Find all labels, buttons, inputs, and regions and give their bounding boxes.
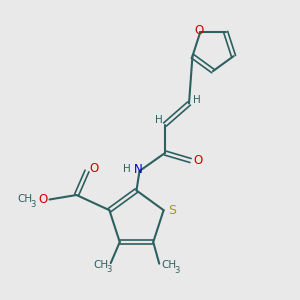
Text: CH: CH xyxy=(94,260,109,270)
Text: O: O xyxy=(194,154,202,167)
Text: CH: CH xyxy=(161,260,176,270)
Text: N: N xyxy=(134,163,142,176)
Text: H: H xyxy=(123,164,131,175)
Text: 3: 3 xyxy=(106,265,112,274)
Text: S: S xyxy=(168,204,176,217)
Text: 3: 3 xyxy=(30,200,36,209)
Text: H: H xyxy=(154,115,162,125)
Text: O: O xyxy=(90,162,99,175)
Text: O: O xyxy=(38,193,47,206)
Text: 3: 3 xyxy=(175,266,180,275)
Text: H: H xyxy=(193,95,200,105)
Text: CH: CH xyxy=(17,194,32,205)
Text: O: O xyxy=(194,24,203,37)
